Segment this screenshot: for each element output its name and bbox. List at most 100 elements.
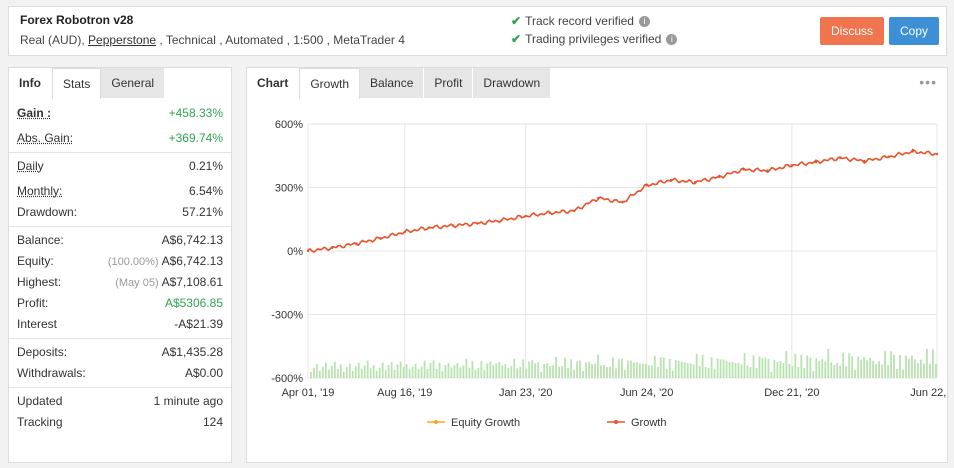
copy-button[interactable]: Copy (889, 17, 939, 45)
volume-bar (818, 360, 821, 378)
volume-bar (408, 369, 411, 378)
x-tick-label: Jun 22, '21 (910, 387, 947, 399)
volume-bar (444, 365, 447, 378)
stat-withdrawals: Withdrawals: A$0.00 (17, 366, 223, 380)
volume-bar (752, 355, 755, 378)
tab-info[interactable]: Info (9, 68, 52, 98)
tab-general[interactable]: General (101, 68, 166, 98)
growth-point (669, 178, 673, 182)
volume-bar (761, 358, 764, 378)
volume-bar (623, 370, 626, 378)
volume-bar (893, 354, 895, 378)
tab-chart[interactable]: Chart (247, 68, 300, 98)
volume-bar (360, 368, 363, 378)
volume-bar (468, 367, 471, 378)
stat-gain: Gain : +458.33% (17, 106, 223, 120)
volume-bar (387, 365, 390, 378)
volume-bar (399, 361, 402, 378)
info-icon[interactable]: i (666, 34, 678, 46)
volume-bar (555, 356, 558, 378)
volume-bar (537, 362, 540, 378)
stats-list: Gain : +458.33% Abs. Gain: +369.74% Dail… (9, 103, 231, 433)
tab-balance[interactable]: Balance (360, 68, 425, 98)
volume-bar (393, 370, 396, 378)
track-record-verified: ✔ Track record verified i (511, 14, 650, 28)
volume-bar (695, 353, 698, 378)
volume-bar (725, 360, 728, 378)
volume-bar (531, 360, 534, 378)
volume-bar (908, 358, 910, 378)
stat-updated: Updated 1 minute ago (17, 394, 223, 408)
volume-bar (486, 363, 489, 378)
volume-bar (315, 363, 318, 378)
info-icon[interactable]: i (638, 16, 650, 28)
stat-tracking: Tracking 124 (17, 415, 223, 429)
tab-profit[interactable]: Profit (424, 68, 474, 98)
volume-bar (450, 367, 453, 378)
volume-bar (890, 351, 892, 378)
growth-point (621, 201, 624, 204)
divider (9, 338, 231, 339)
volume-bar (522, 359, 525, 378)
volume-bar (591, 364, 593, 378)
discuss-button[interactable]: Discuss (820, 17, 884, 45)
volume-bar (626, 360, 629, 378)
volume-bar (426, 369, 429, 378)
volume-bar (803, 367, 806, 378)
stat-interest: Interest -A$21.39 (17, 317, 223, 331)
volume-bar (513, 358, 516, 378)
volume-bar (609, 366, 611, 378)
account-type: Real (AUD), (20, 33, 89, 47)
more-horizontal-icon[interactable]: ••• (919, 74, 937, 90)
volume-bar (438, 362, 441, 378)
tab-growth[interactable]: Growth (299, 68, 361, 99)
check-icon: ✔ (511, 32, 522, 46)
growth-point (839, 156, 842, 160)
volume-bar (755, 368, 758, 378)
volume-bar (716, 358, 719, 378)
volume-bar (764, 357, 767, 378)
growth-point (548, 211, 552, 215)
volume-bar (788, 363, 791, 378)
volume-bar (552, 364, 555, 378)
volume-bar (857, 356, 860, 378)
volume-bar (881, 364, 883, 378)
volume-bar (615, 368, 617, 378)
volume-bar (632, 362, 635, 378)
volume-bar (357, 362, 360, 378)
growth-point (718, 175, 721, 179)
volume-bar (603, 365, 605, 378)
volume-bar (884, 350, 886, 378)
system-title: Forex Robotron v28 (20, 13, 134, 27)
tab-drawdown[interactable]: Drawdown (473, 68, 552, 98)
volume-bar (510, 366, 513, 378)
volume-bar (839, 365, 842, 378)
volume-bar (653, 355, 656, 378)
growth-point (403, 230, 406, 234)
volume-bar (447, 362, 450, 378)
volume-bar (635, 362, 638, 378)
volume-bar (668, 358, 671, 378)
broker-link[interactable]: Pepperstone (88, 33, 157, 47)
volume-bar (474, 369, 477, 378)
x-tick-label: Jun 24, '20 (620, 387, 673, 399)
volume-bar (791, 366, 794, 378)
volume-bar (573, 369, 575, 378)
volume-bar (683, 362, 686, 378)
volume-bar (318, 370, 321, 378)
volume-bar (872, 360, 875, 378)
volume-bar (713, 369, 716, 378)
volume-bar (528, 361, 531, 378)
growth-point (814, 160, 818, 164)
growth-line (307, 148, 938, 254)
volume-bar (785, 350, 788, 378)
volume-bar (686, 363, 689, 378)
growth-point (524, 214, 527, 218)
stats-panel: Info Stats General Gain : +458.33% Abs. … (8, 67, 232, 463)
volume-bar (507, 367, 510, 378)
tab-stats[interactable]: Stats (52, 68, 102, 99)
volume-bar (477, 368, 480, 378)
volume-bar (926, 348, 928, 378)
volume-bar (354, 366, 357, 378)
legend-equity-growth: Equity Growth (451, 417, 520, 429)
